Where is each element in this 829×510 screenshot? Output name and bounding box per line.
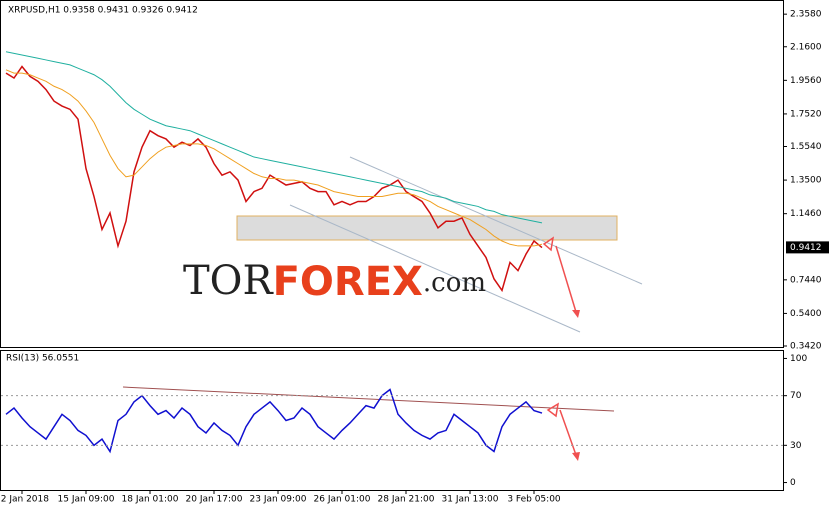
- y-tick-label: 1.3500: [790, 176, 822, 186]
- x-tick-label: 20 Jan 17:00: [186, 495, 243, 505]
- y-tick-label: 2.3580: [790, 10, 822, 20]
- y-tick-label: 30: [790, 441, 802, 451]
- y-tick-label: 0.7440: [790, 275, 822, 285]
- resistance-zone: [236, 215, 618, 241]
- trend-line: [122, 386, 615, 412]
- channel-line: [289, 204, 581, 333]
- series-line: [5, 65, 543, 293]
- watermark-part: FOREX: [273, 259, 423, 305]
- y-tick-label: 0.5400: [790, 309, 822, 319]
- rsi-panel: [0, 350, 784, 491]
- x-tick-label: 31 Jan 13:00: [442, 495, 499, 505]
- y-tick-label: 1.9560: [790, 76, 822, 86]
- chart-title: XRPUSD,H1 0.9358 0.9431 0.9326 0.9412: [8, 6, 198, 16]
- y-tick-label: 0.3420: [790, 342, 822, 352]
- rsi-title: RSI(13) 56.0551: [6, 354, 79, 364]
- series-line: [5, 69, 543, 247]
- y-tick-label: 1.7520: [790, 109, 822, 119]
- channel-line: [349, 156, 643, 285]
- last-price-label: 0.9412: [790, 243, 822, 253]
- x-tick-label: 26 Jan 01:00: [314, 495, 371, 505]
- y-tick-label: 2.1600: [790, 42, 822, 52]
- price-panel: [0, 0, 784, 348]
- x-tick-label: 3 Feb 05:00: [507, 495, 561, 505]
- y-tick-label: 1.1460: [790, 209, 822, 219]
- x-tick-label: 28 Jan 21:00: [378, 495, 435, 505]
- x-tick-label: 12 Jan 2018: [0, 495, 49, 505]
- watermark: TORFOREX.com: [183, 258, 486, 305]
- y-tick-label: 70: [790, 391, 802, 401]
- series-line: [5, 388, 543, 454]
- x-tick-label: 23 Jan 09:00: [250, 495, 307, 505]
- series-line: [5, 51, 543, 224]
- y-tick-label: 1.5540: [790, 142, 822, 152]
- y-tick-label: 0: [790, 478, 796, 488]
- y-tick-label: 100: [790, 354, 807, 364]
- watermark-part: .com: [423, 268, 486, 298]
- x-tick-label: 15 Jan 09:00: [58, 495, 115, 505]
- last-price-box: [786, 241, 829, 254]
- series-layer: [5, 51, 543, 454]
- x-tick-label: 18 Jan 01:00: [122, 495, 179, 505]
- watermark-part: TOR: [183, 258, 274, 304]
- forecast-arrows: [542, 236, 580, 461]
